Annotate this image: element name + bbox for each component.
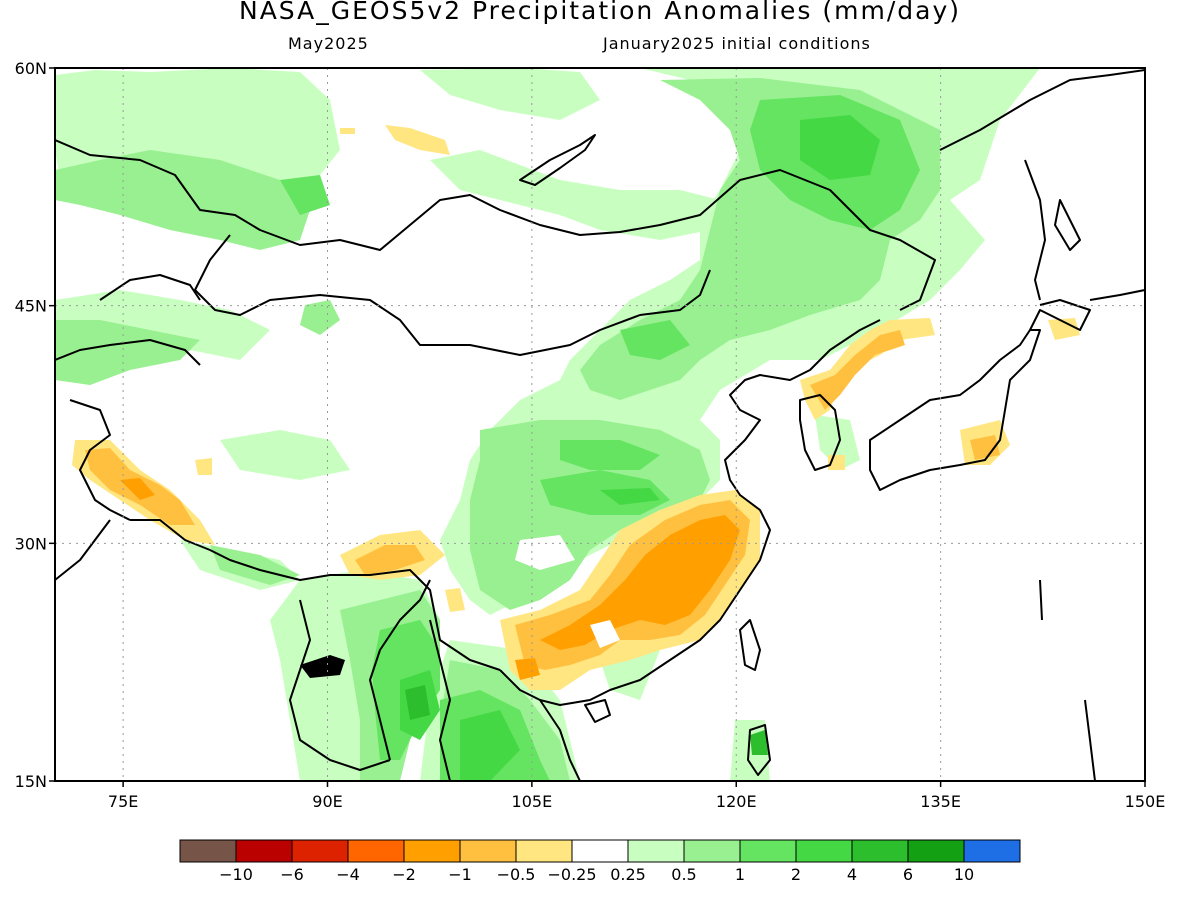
lat-tick-label: 45N [15,297,47,316]
colorbar-swatch [571,839,629,863]
lon-tick-label: 105E [512,792,553,811]
colorbar-label: −1 [448,865,472,884]
colorbar-swatch [795,839,853,863]
colorbar-label: 0.5 [671,865,696,884]
colorbar-label: −2 [392,865,416,884]
lon-tick-label: 135E [920,792,961,811]
colorbar-swatch [907,839,965,863]
coastlines-and-borders [55,69,1145,781]
colorbar-swatch [291,839,349,863]
colorbar-swatch [515,839,573,863]
lon-tick-label: 75E [108,792,138,811]
lon-tick-label: 120E [716,792,757,811]
colorbar-swatch [347,839,405,863]
colorbar-swatch [403,839,461,863]
colorbar-swatch [963,839,1021,863]
colorbar-label: −0.25 [547,865,596,884]
colorbar-label: 6 [903,865,913,884]
map-title: NASA_GEOS5v2 Precipitation Anomalies (mm… [239,0,961,25]
forecast-month: May2025 [288,34,369,53]
lat-tick-label: 60N [15,59,47,78]
colorbar-swatch [179,839,237,863]
colorbar-swatch [739,839,797,863]
colorbar-swatch [627,839,685,863]
colorbar-label: 1 [735,865,745,884]
lon-tick-label: 90E [312,792,342,811]
colorbar-label: −0.5 [497,865,536,884]
lat-tick-label: 15N [15,772,47,791]
lon-tick-label: 150E [1125,792,1166,811]
colorbar-label: −10 [219,865,253,884]
colorbar-swatch [235,839,293,863]
colorbar-label: 10 [954,865,974,884]
colorbar-label: 0.25 [610,865,646,884]
coastal-detail [300,655,345,678]
colorbar-swatch [851,839,909,863]
colorbar-label: 2 [791,865,801,884]
colorbar-label: −4 [336,865,360,884]
lat-tick-label: 30N [15,534,47,553]
initial-conditions-label: January2025 initial conditions [603,34,871,53]
colorbar-swatch [683,839,741,863]
axis-ticks: 60N 45N 30N 15N 75E 90E 105E 120E 135E 150E [15,59,1166,811]
colorbar-label: −6 [280,865,304,884]
colorbar-swatch [459,839,517,863]
colorbar: −10 −6 −4 −2 −1 −0.5 −0.25 0.25 0.5 1 2 4 6 10 [179,839,1021,884]
anomaly-shading [55,68,1080,781]
colorbar-label: 4 [847,865,857,884]
map-frame [54,67,1146,782]
